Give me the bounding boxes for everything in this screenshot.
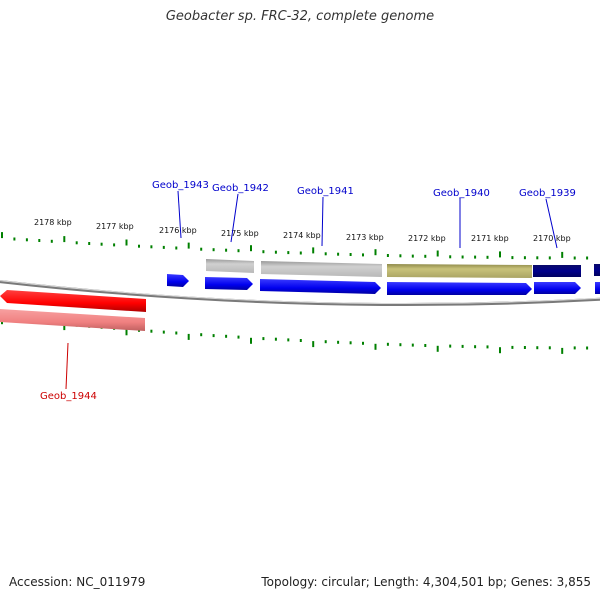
label-leaders	[177, 190, 558, 249]
pink-feature-1944[interactable]	[0, 309, 145, 331]
tick-label-2177: 2177 kbp	[96, 222, 134, 231]
gene-label-geob-1943[interactable]: Geob_1943	[152, 180, 209, 191]
feature-track	[206, 259, 600, 278]
gene-label-geob-1942[interactable]: Geob_1942	[212, 183, 269, 194]
tick-label-2176: 2176 kbp	[159, 226, 197, 235]
reverse-cds-track	[0, 290, 146, 331]
map-title: Geobacter sp. FRC-32, complete genome	[165, 9, 435, 24]
forward-cds-track	[167, 274, 600, 295]
accession-text: Accession: NC_011979	[9, 575, 146, 589]
cds-geob-1939[interactable]	[534, 282, 581, 294]
cds-geob-1941[interactable]	[260, 279, 381, 294]
tick-label-2174: 2174 kbp	[283, 231, 321, 240]
tick-label-2173: 2173 kbp	[346, 233, 384, 242]
gene-label-geob-1944[interactable]: Geob_1944	[40, 391, 97, 402]
cds-geob-1944[interactable]	[0, 290, 146, 312]
olive-feature-1940[interactable]	[387, 264, 532, 278]
genome-stats: Topology: circular; Length: 4,304,501 bp…	[261, 575, 591, 589]
tick-label-2171: 2171 kbp	[471, 234, 509, 243]
gene-label-geob-1940[interactable]: Geob_1940	[433, 188, 490, 199]
gene-label-geob-1939[interactable]: Geob_1939	[519, 188, 576, 199]
cds-geob-1943[interactable]	[167, 274, 189, 287]
tick-labels: 2178 kbp 2177 kbp 2176 kbp 2175 kbp 2174…	[34, 218, 571, 243]
tick-label-2170: 2170 kbp	[533, 234, 571, 243]
tick-label-2178: 2178 kbp	[34, 218, 72, 227]
label-leader-1944	[65, 342, 69, 390]
navy-feature-1939[interactable]	[533, 265, 581, 277]
tick-label-2175: 2175 kbp	[221, 229, 259, 238]
gene-labels: Geob_1943 Geob_1942 Geob_1941 Geob_1940 …	[40, 180, 576, 402]
cds-geob-1942[interactable]	[205, 277, 253, 290]
genome-backbone	[0, 280, 600, 307]
cds-geob-1940[interactable]	[387, 282, 532, 295]
gene-label-geob-1941[interactable]: Geob_1941	[297, 186, 354, 197]
navy-feature-edge[interactable]	[594, 264, 600, 276]
outer-tick-ring	[1, 232, 589, 260]
grey-feature-1942[interactable]	[206, 259, 254, 273]
tick-label-2172: 2172 kbp	[408, 234, 446, 243]
inner-tick-ring	[1, 317, 589, 354]
cds-edge[interactable]	[595, 282, 600, 294]
grey-feature-1941[interactable]	[261, 261, 382, 277]
